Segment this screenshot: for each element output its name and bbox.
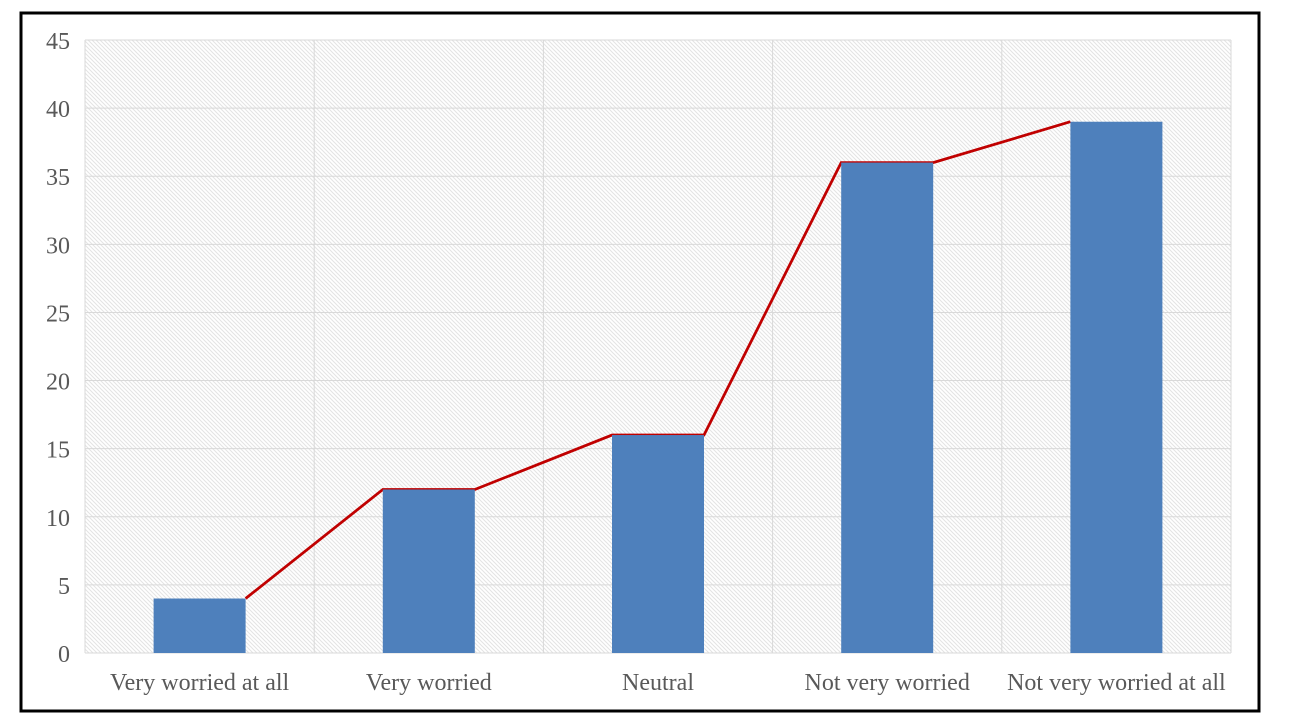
bar-series [153, 121, 1163, 653]
category-label: Not very worried at all [1007, 670, 1226, 696]
y-tick-label: 30 [46, 233, 70, 259]
bar [1070, 121, 1163, 653]
y-tick-label: 0 [58, 642, 70, 668]
x-axis-labels: Very worried at all Very worried Neutral No… [110, 670, 1226, 696]
y-tick-label: 40 [46, 97, 70, 123]
category-label: Very worried at all [110, 670, 290, 696]
category-label: Very worried [366, 670, 492, 696]
y-tick-label: 10 [46, 506, 70, 532]
y-tick-label: 35 [46, 165, 70, 191]
gridlines [84, 39, 1232, 654]
y-axis-labels: 0 5 10 15 20 25 30 35 40 45 [46, 29, 70, 668]
bar [382, 489, 475, 653]
y-tick-label: 5 [58, 574, 70, 600]
category-label: Neutral [622, 670, 694, 696]
bar [153, 598, 246, 653]
category-label: Not very worried [805, 670, 970, 696]
y-tick-label: 15 [46, 438, 70, 464]
y-tick-label: 45 [46, 29, 70, 55]
bar [612, 435, 704, 653]
bar [841, 162, 934, 653]
y-tick-label: 25 [46, 301, 70, 327]
y-tick-label: 20 [46, 370, 70, 396]
